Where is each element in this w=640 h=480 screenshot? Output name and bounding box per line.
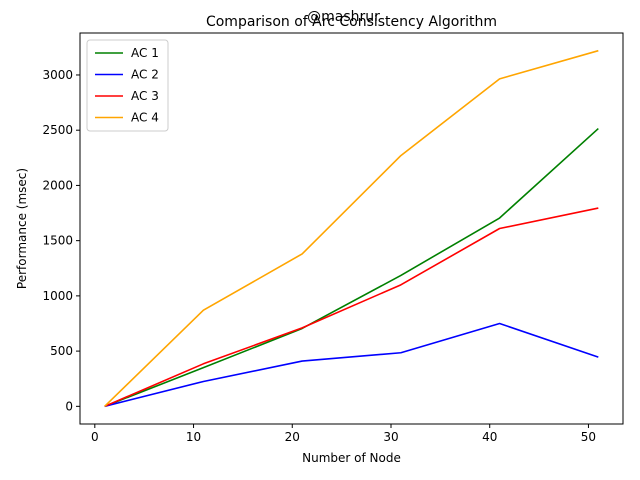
y-axis: 0 500 1000 1500 2000 2500 3000 <box>42 68 80 413</box>
y-tick-label: 500 <box>50 344 73 358</box>
x-tick-label: 40 <box>482 430 497 444</box>
y-tick-label: 2000 <box>42 178 73 192</box>
legend-label: AC 4 <box>131 111 159 125</box>
x-tick-label: 30 <box>383 430 398 444</box>
y-tick-label: 2500 <box>42 123 73 137</box>
x-tick-label: 50 <box>581 430 596 444</box>
series-line <box>104 322 599 408</box>
chart-title: Comparison of Arc Consistency Algorithm <box>206 14 497 30</box>
series-line <box>104 207 599 408</box>
x-axis: 0 10 20 30 40 50 <box>91 424 596 444</box>
x-tick-label: 20 <box>285 430 300 444</box>
y-tick-label: 0 <box>65 399 73 413</box>
x-tick-label: 10 <box>186 430 201 444</box>
legend-label: AC 1 <box>131 46 159 60</box>
y-tick-label: 1500 <box>42 234 73 248</box>
series-line <box>104 127 599 408</box>
legend-label: AC 3 <box>131 89 159 103</box>
axes-frame <box>79 32 624 425</box>
y-tick-label: 3000 <box>42 68 73 82</box>
legend-label: AC 2 <box>131 68 159 82</box>
y-tick-label: 1000 <box>42 289 73 303</box>
y-axis-label: Performance (msec) <box>15 168 29 289</box>
legend: AC 1 AC 2 AC 3 AC 4 <box>86 39 169 132</box>
x-axis-label: Number of Node <box>302 451 401 465</box>
watermark-text: @mashrur <box>307 9 380 25</box>
legend-box <box>86 39 169 132</box>
series-line <box>104 49 599 407</box>
series-layer <box>104 49 599 408</box>
x-tick-label: 0 <box>91 430 99 444</box>
